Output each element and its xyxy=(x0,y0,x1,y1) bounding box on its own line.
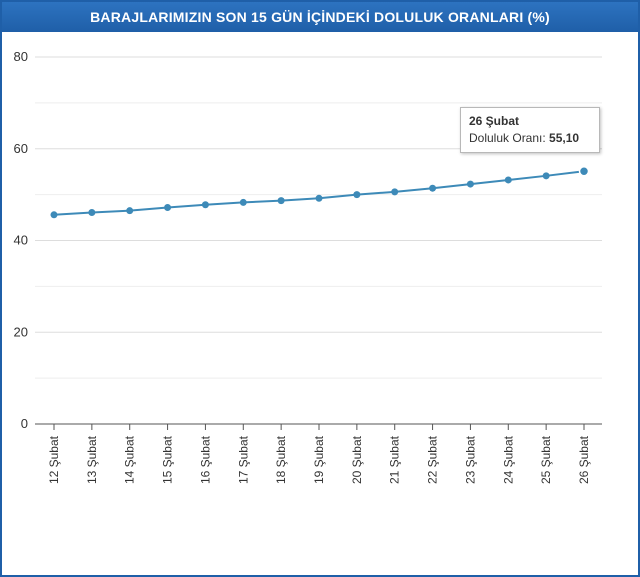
y-tick-label: 60 xyxy=(14,141,28,156)
data-point xyxy=(542,172,550,180)
y-tick-label: 0 xyxy=(21,416,28,431)
data-point xyxy=(315,194,323,202)
x-tick-label: 24 Şubat xyxy=(501,435,515,484)
data-point xyxy=(201,201,209,209)
series-line xyxy=(53,170,585,216)
x-tick-label: 19 Şubat xyxy=(312,435,326,484)
data-point xyxy=(50,211,58,219)
data-point xyxy=(429,184,437,192)
data-point xyxy=(277,197,285,205)
data-tooltip: 26 Şubat Doluluk Oranı: 55,10 xyxy=(460,107,600,153)
y-tick-label: 80 xyxy=(14,49,28,64)
x-tick-label: 23 Şubat xyxy=(463,435,477,484)
x-tick-label: 16 Şubat xyxy=(198,435,212,484)
data-point xyxy=(126,207,134,215)
chart-title: BARAJLARIMIZIN SON 15 GÜN İÇİNDEKİ DOLUL… xyxy=(2,2,638,32)
data-point xyxy=(88,209,96,217)
data-point xyxy=(239,198,247,206)
tooltip-date: 26 Şubat xyxy=(469,114,520,128)
tab-notch xyxy=(56,0,104,2)
tooltip-label: Doluluk Oranı: xyxy=(469,131,546,145)
x-tick-label: 13 Şubat xyxy=(85,435,99,484)
x-tick-label: 26 Şubat xyxy=(577,435,591,484)
x-tick-label: 20 Şubat xyxy=(350,435,364,484)
y-tick-label: 20 xyxy=(14,324,28,339)
x-tick-label: 14 Şubat xyxy=(123,435,137,484)
tooltip-value: 55,10 xyxy=(549,131,580,145)
data-point xyxy=(578,165,590,177)
x-tick-label: 17 Şubat xyxy=(236,435,250,484)
x-tick-label: 25 Şubat xyxy=(539,435,553,484)
y-tick-label: 40 xyxy=(14,233,28,248)
data-point xyxy=(466,180,474,188)
data-point xyxy=(353,191,361,199)
x-tick-label: 18 Şubat xyxy=(274,435,288,484)
data-point xyxy=(164,203,172,211)
x-tick-label: 21 Şubat xyxy=(388,435,402,484)
x-tick-label: 15 Şubat xyxy=(161,435,175,484)
x-tick-label: 22 Şubat xyxy=(426,435,440,484)
x-tick-label: 12 Şubat xyxy=(47,435,61,484)
data-point xyxy=(391,188,399,196)
data-point xyxy=(504,176,512,184)
